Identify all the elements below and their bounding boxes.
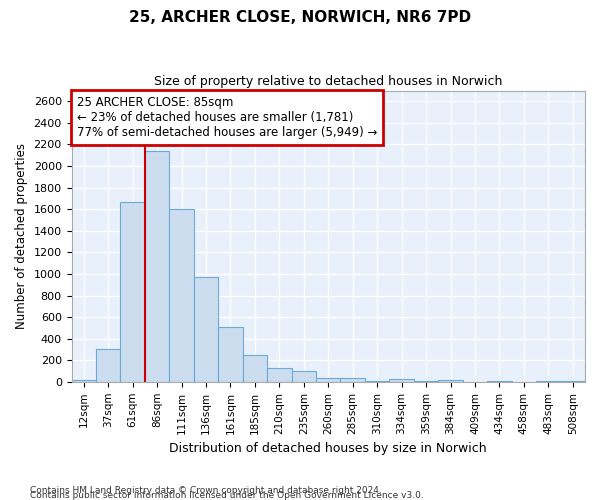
Bar — [145, 151, 169, 382]
Y-axis label: Number of detached properties: Number of detached properties — [15, 143, 28, 329]
Bar — [96, 350, 121, 382]
Bar — [292, 371, 316, 382]
Bar — [194, 277, 218, 382]
Bar — [438, 380, 463, 382]
Bar — [218, 328, 242, 382]
Text: 25, ARCHER CLOSE, NORWICH, NR6 7PD: 25, ARCHER CLOSE, NORWICH, NR6 7PD — [129, 10, 471, 25]
Bar — [340, 378, 365, 382]
Bar — [71, 380, 96, 382]
Bar — [536, 380, 560, 382]
Title: Size of property relative to detached houses in Norwich: Size of property relative to detached ho… — [154, 75, 502, 88]
Bar — [242, 355, 267, 382]
Bar — [169, 209, 194, 382]
Text: Contains HM Land Registry data © Crown copyright and database right 2024.: Contains HM Land Registry data © Crown c… — [30, 486, 382, 495]
Bar — [560, 380, 585, 382]
Bar — [316, 378, 340, 382]
Text: 25 ARCHER CLOSE: 85sqm
← 23% of detached houses are smaller (1,781)
77% of semi-: 25 ARCHER CLOSE: 85sqm ← 23% of detached… — [77, 96, 377, 140]
Bar — [267, 368, 292, 382]
Bar — [121, 202, 145, 382]
Bar — [389, 379, 414, 382]
Text: Contains public sector information licensed under the Open Government Licence v3: Contains public sector information licen… — [30, 491, 424, 500]
Bar — [365, 380, 389, 382]
X-axis label: Distribution of detached houses by size in Norwich: Distribution of detached houses by size … — [169, 442, 487, 455]
Bar — [487, 381, 512, 382]
